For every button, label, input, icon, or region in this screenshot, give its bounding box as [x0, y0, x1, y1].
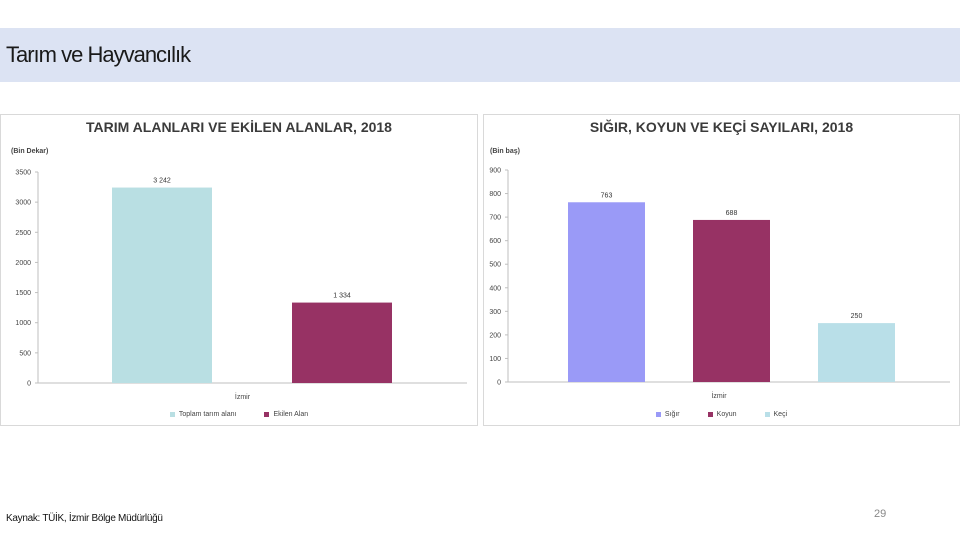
legend-item: Keçi [764, 411, 788, 418]
title-band [0, 28, 960, 82]
data-label: 688 [726, 210, 738, 217]
legend-swatch [764, 412, 770, 417]
legend-swatch [264, 412, 270, 417]
chart-title: SIĞIR, KOYUN VE KEÇİ SAYILARI, 2018 [589, 119, 854, 135]
y-tick-label: 1000 [15, 320, 31, 327]
chart-legend: Sığır Koyun Keçi [484, 411, 959, 418]
bar [292, 302, 392, 383]
data-label: 1 334 [333, 293, 351, 300]
y-tick-label: 500 [19, 350, 31, 357]
x-tick-label: İzmir [711, 391, 727, 400]
bar [112, 187, 212, 383]
chart-legend: Toplam tarım alanı Ekilen Alan [1, 411, 477, 418]
bar [568, 202, 645, 382]
legend-swatch [707, 412, 713, 417]
y-tick-label: 1500 [15, 290, 31, 297]
y-tick-label: 300 [489, 309, 501, 316]
legend-swatch [169, 412, 175, 417]
legend-swatch [655, 412, 661, 417]
chart-panel-hayvan: 0 100 200 300 400 500 600 700 800 900 763 688 250 İzm… [483, 114, 960, 426]
legend-label: Sığır [664, 411, 680, 418]
y-tick-label: 3500 [15, 170, 31, 177]
legend-item: Ekilen Alan [264, 411, 308, 418]
y-tick-label: 600 [489, 238, 501, 245]
chart-panel-tarim: 0 500 1000 1500 2000 2500 3000 3500 3 242 1 334 İz… [0, 114, 478, 426]
y-tick-label: 400 [489, 285, 501, 292]
source-note: Kaynak: TÜİK, İzmir Bölge Müdürlüğü [6, 513, 163, 524]
y-tick-label: 500 [489, 262, 501, 269]
unit-label: (Bin baş) [490, 148, 520, 155]
hayvan-chart-svg: 0 100 200 300 400 500 600 700 800 900 763 688 250 İzm… [489, 168, 950, 400]
page-number: 29 [874, 508, 887, 520]
tarim-chart-svg: 0 500 1000 1500 2000 2500 3000 3500 3 242 1 334 İz… [15, 170, 467, 401]
y-tick-label: 900 [489, 168, 501, 175]
y-tick-label: 3000 [15, 200, 31, 207]
bar [693, 219, 770, 382]
bar [818, 323, 895, 382]
legend-item: Toplam tarım alanı [169, 411, 237, 418]
data-label: 763 [601, 192, 613, 199]
legend-item: Koyun [707, 411, 737, 418]
slide-title: Tarım ve Hayvancılık [6, 42, 191, 67]
y-tick-label: 2500 [15, 230, 31, 237]
data-label: 3 242 [153, 178, 171, 185]
legend-label: Toplam tarım alanı [178, 411, 237, 418]
unit-label: (Bin Dekar) [11, 148, 49, 155]
y-tick-label: 0 [27, 381, 31, 388]
y-tick-label: 200 [489, 332, 501, 339]
chart-title: TARIM ALANLARI VE EKİLEN ALANLAR, 2018 [86, 119, 392, 135]
y-tick-label: 700 [489, 215, 501, 222]
y-tick-label: 0 [497, 380, 501, 387]
legend-item: Sığır [655, 411, 680, 418]
legend-label: Koyun [716, 411, 737, 418]
data-label: 250 [851, 313, 863, 320]
x-tick-label: İzmir [235, 392, 251, 401]
y-tick-label: 800 [489, 191, 501, 198]
legend-label: Ekilen Alan [273, 411, 309, 418]
y-tick-label: 2000 [15, 260, 31, 267]
legend-label: Keçi [773, 411, 788, 418]
y-tick-label: 100 [489, 356, 501, 363]
